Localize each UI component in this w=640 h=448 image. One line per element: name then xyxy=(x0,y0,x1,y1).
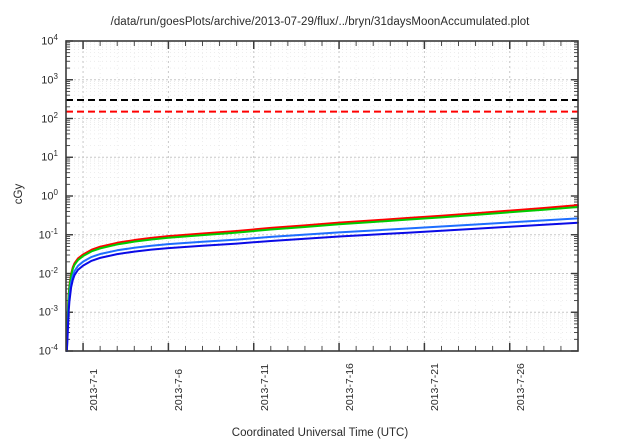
plot-frame xyxy=(65,40,579,352)
grid-lines xyxy=(65,41,579,352)
x-axis-tick-label: 2013-7-16 xyxy=(344,363,357,411)
x-axis-tick-label: 2013-7-26 xyxy=(514,363,527,411)
x-axis-tick-label: 2013-7-1 xyxy=(88,368,101,411)
y-axis-tick-label: 100 xyxy=(41,188,58,203)
data-series xyxy=(65,204,579,352)
y-axis-tick-label: 103 xyxy=(41,71,58,87)
threshold-lines xyxy=(66,99,578,113)
y-axis-tick-label: 10-4 xyxy=(38,343,58,358)
y-axis-tick-label: 10-2 xyxy=(38,265,58,281)
series-line-dark-blue xyxy=(65,221,579,352)
y-axis-tick-label: 101 xyxy=(41,149,58,164)
y-axis-tick-label: 10-3 xyxy=(38,304,58,319)
y-axis-tick-label: 10-1 xyxy=(38,226,58,242)
x-axis-tick-label: 2013-7-6 xyxy=(173,368,186,411)
chart-title: /data/run/goesPlots/archive/2013-07-29/f… xyxy=(110,16,530,28)
y-axis-tick-label: 102 xyxy=(41,110,58,126)
x-axis-tick-label: 2013-7-21 xyxy=(429,363,442,411)
y-axis-tick-label: 104 xyxy=(41,33,58,48)
series-line-green xyxy=(65,206,579,352)
x-axis-tick-label: 2013-7-11 xyxy=(258,363,271,411)
x-axis-title: Coordinated Universal Time (UTC) xyxy=(231,427,409,439)
